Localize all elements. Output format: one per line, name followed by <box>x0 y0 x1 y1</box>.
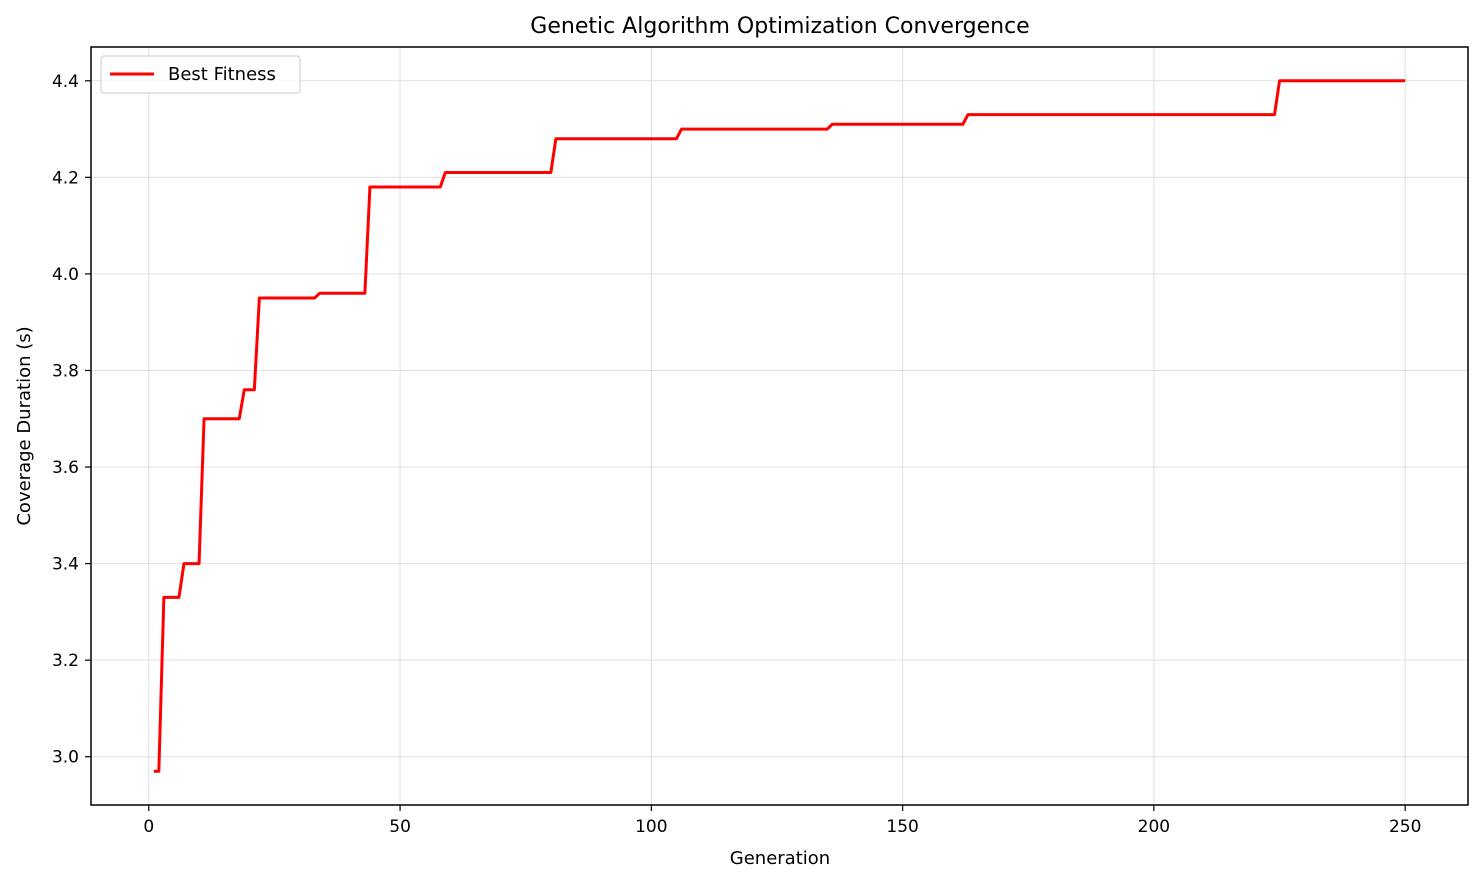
y-axis-label: Coverage Duration (s) <box>14 326 35 525</box>
x-tick-label: 100 <box>635 817 667 837</box>
y-tick-label: 3.6 <box>52 458 79 478</box>
y-tick-label: 3.2 <box>52 651 79 671</box>
legend-label-best-fitness: Best Fitness <box>168 64 276 85</box>
y-tick-label: 4.0 <box>52 265 79 285</box>
y-tick-label: 4.2 <box>52 168 79 188</box>
legend: Best Fitness <box>100 55 301 94</box>
legend-box <box>100 55 301 94</box>
series-layer <box>153 79 1406 773</box>
y-tick-label: 3.4 <box>52 555 79 575</box>
y-tick-label: 3.8 <box>52 361 79 381</box>
chart-title: Genetic Algorithm Optimization Convergen… <box>530 14 1029 39</box>
ticks: 0 50 100 150 200 250 3.0 3.2 3.4 3.6 3.8 4.0 4.2 4.4 <box>52 72 1421 837</box>
series-line-best-fitness <box>153 79 1406 773</box>
x-tick-label: 200 <box>1138 817 1170 837</box>
x-tick-label: 50 <box>389 817 411 837</box>
y-tick-label: 3.0 <box>52 748 79 768</box>
y-tick-label: 4.4 <box>52 72 79 92</box>
x-tick-label: 250 <box>1389 817 1421 837</box>
x-tick-label: 0 <box>143 817 154 837</box>
x-axis-label: Generation <box>730 848 830 869</box>
grid <box>91 47 1468 805</box>
plot-frame <box>90 46 1469 806</box>
x-tick-label: 150 <box>886 817 918 837</box>
